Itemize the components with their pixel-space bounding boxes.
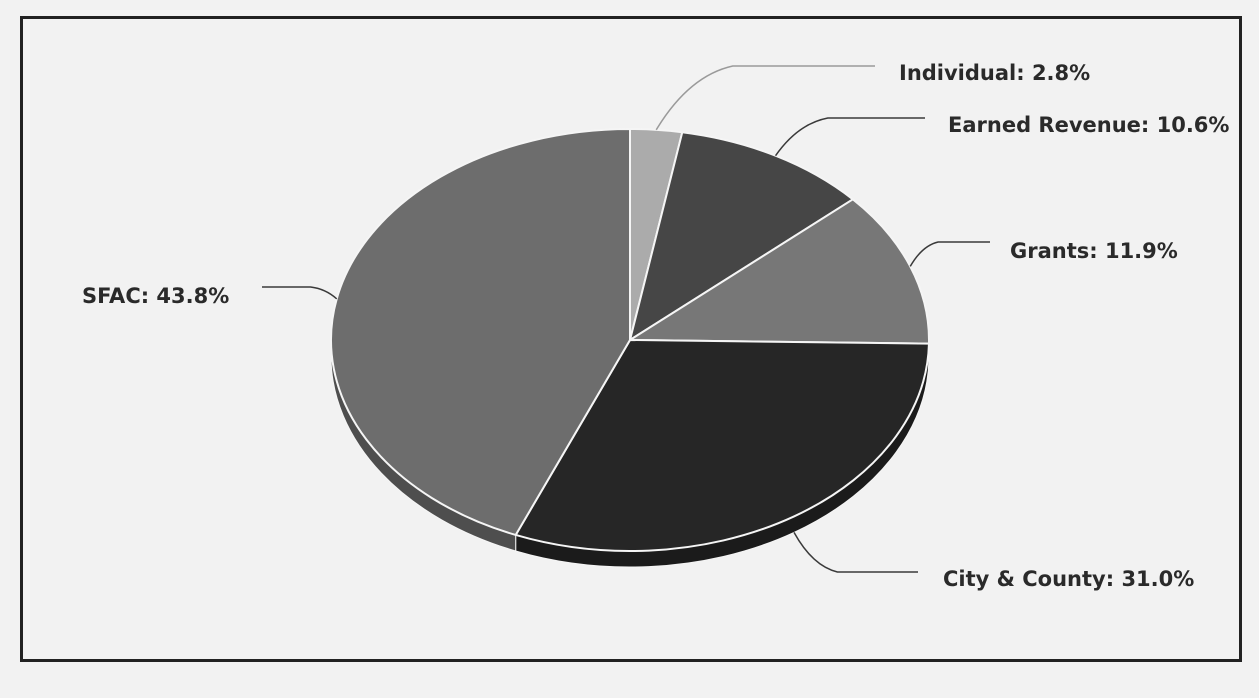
slice-grants (629, 198, 930, 345)
slice-city-county (514, 339, 930, 552)
slice-label-earned-revenue: Earned Revenue: 10.6% (948, 113, 1229, 137)
slice-sfac (330, 128, 631, 536)
slice-label-grants: Grants: 11.9% (1010, 239, 1178, 263)
leader-line-sfac (262, 286, 338, 300)
pie-slices (330, 128, 930, 552)
slice-label-sfac: SFAC: 43.8% (82, 284, 229, 308)
leader-line-earned-revenue (774, 117, 925, 157)
slice-label-city-county: City & County: 31.0% (943, 567, 1194, 591)
leader-line-grants (909, 241, 990, 267)
slice-labels: Individual: 2.8% Earned Revenue: 10.6% Gra… (82, 61, 1229, 591)
leader-lines (262, 65, 990, 573)
leader-line-individual (655, 65, 875, 131)
slice-label-individual: Individual: 2.8% (899, 61, 1090, 85)
leader-line-city-county (793, 532, 918, 573)
